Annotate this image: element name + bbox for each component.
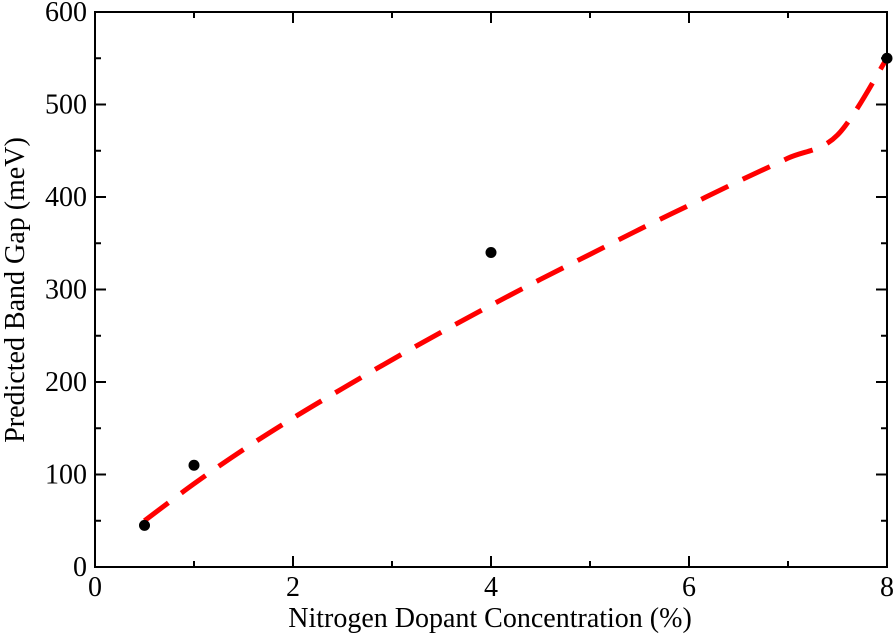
x-tick-label: 8 bbox=[880, 572, 894, 603]
x-tick-label: 6 bbox=[682, 572, 696, 603]
fit-line-layer bbox=[143, 56, 890, 523]
x-tick-label: 2 bbox=[286, 572, 300, 603]
y-tick-label: 100 bbox=[45, 460, 87, 491]
plot-area bbox=[94, 11, 888, 568]
fit-line bbox=[143, 56, 890, 523]
data-point bbox=[188, 459, 200, 471]
x-axis-tick-labels: 0 2 4 6 8 bbox=[88, 572, 894, 603]
y-tick-label: 200 bbox=[45, 367, 87, 398]
x-axis-title: Nitrogen Dopant Concentration (%) bbox=[288, 603, 692, 634]
y-tick-label: 0 bbox=[73, 552, 87, 583]
y-tick-label: 600 bbox=[45, 0, 87, 28]
y-tick-label: 300 bbox=[45, 275, 87, 306]
x-axis-ticks bbox=[94, 12, 888, 567]
data-point bbox=[485, 247, 497, 258]
y-tick-label: 400 bbox=[45, 182, 87, 213]
y-axis-tick-labels: 0 100 200 300 400 500 600 bbox=[45, 0, 87, 583]
x-tick-label: 0 bbox=[88, 572, 102, 603]
y-axis-title: Predicted Band Gap (meV) bbox=[0, 137, 31, 443]
plot-frame bbox=[94, 11, 888, 568]
data-point bbox=[139, 519, 150, 531]
y-tick-label: 500 bbox=[45, 90, 87, 121]
x-tick-label: 4 bbox=[484, 572, 498, 603]
y-axis-ticks bbox=[95, 11, 887, 568]
